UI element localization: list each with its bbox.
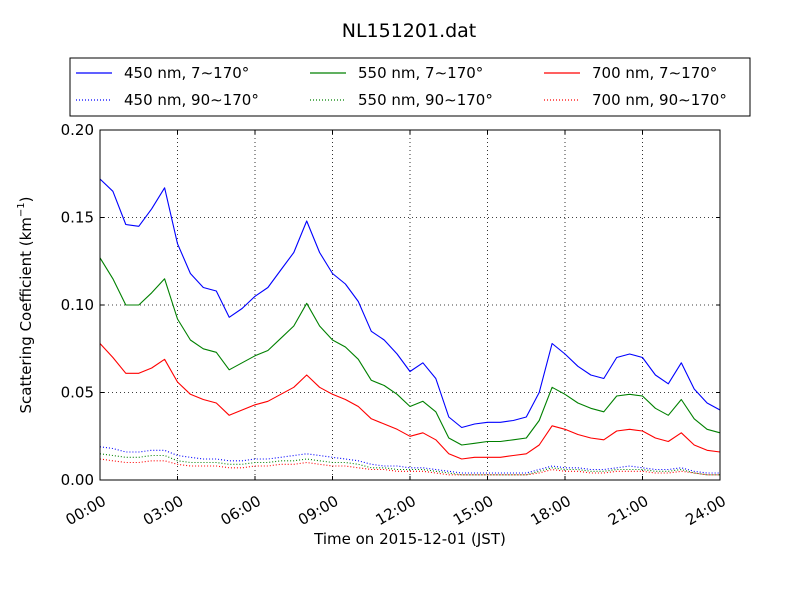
y-axis-label-close: ) <box>17 196 35 202</box>
legend-label-6: 700 nm, 90∼170° <box>592 91 727 109</box>
x-axis-label: Time on 2015-12-01 (JST) <box>313 530 506 548</box>
y-axis-label: Scattering Coefficient (km−1) <box>16 196 35 413</box>
ticks <box>99 129 721 481</box>
legend-frame <box>69 57 751 117</box>
series-line-6 <box>99 458 720 476</box>
legend-label-3: 550 nm, 7∼170° <box>358 64 483 82</box>
legend-label-5: 700 nm, 7∼170° <box>592 64 717 82</box>
legend-label-4: 550 nm, 90∼170° <box>358 91 493 109</box>
y-tick-labels: 0.00 0.05 0.10 0.15 0.20 <box>61 121 94 489</box>
y-axis-label-main: Scattering Coefficient (km <box>17 217 35 413</box>
series-line-4 <box>99 453 720 476</box>
series-line-3 <box>99 257 721 446</box>
series-line-5 <box>99 343 721 460</box>
y-tick-label: 0.20 <box>61 121 94 139</box>
legend-label-2: 450 nm, 90∼170° <box>124 91 259 109</box>
legend-entries: 450 nm, 7∼170° 450 nm, 90∼170° 550 nm, 7∼1… <box>76 64 727 109</box>
y-axis-label-exponent: −1 <box>16 202 27 217</box>
y-tick-label: 0.05 <box>61 384 94 402</box>
series-line-1 <box>99 178 721 429</box>
legend-label-1: 450 nm, 7∼170° <box>124 64 249 82</box>
series-layer <box>99 178 721 476</box>
y-tick-label: 0.15 <box>61 209 94 227</box>
y-tick-label: 0.00 <box>61 471 94 489</box>
legend: 450 nm, 7∼170° 450 nm, 90∼170° 550 nm, 7∼1… <box>69 57 751 117</box>
chart-title: NL151201.dat <box>342 20 477 42</box>
y-tick-label: 0.10 <box>61 296 94 314</box>
series-line-2 <box>99 446 720 474</box>
